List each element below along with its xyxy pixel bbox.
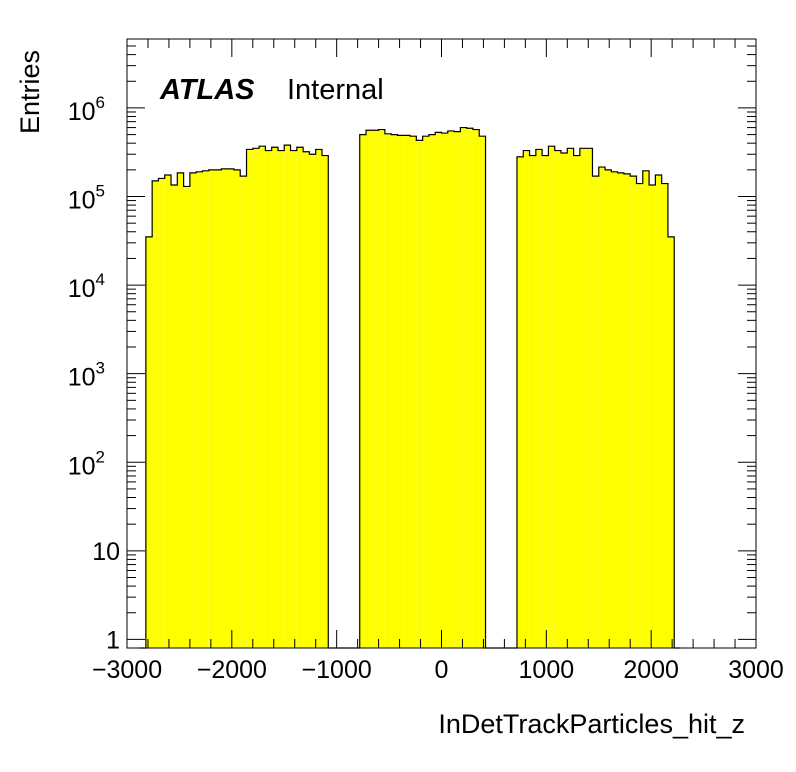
histogram-bin <box>447 130 455 649</box>
histogram-bin <box>208 169 216 649</box>
histogram-bin <box>189 172 197 648</box>
y-tick-label: 104 <box>68 270 105 303</box>
x-tick-label: −1000 <box>302 656 372 684</box>
histogram-bin <box>171 184 178 648</box>
histogram-bin <box>252 148 260 649</box>
histogram-bin <box>642 170 650 648</box>
histogram-bin <box>542 155 549 648</box>
histogram-bin <box>649 184 656 648</box>
histogram-bin <box>372 130 379 648</box>
histogram-bin <box>152 180 159 649</box>
histogram-bin <box>441 133 448 648</box>
histogram-bin <box>240 176 247 649</box>
histogram-bin <box>667 236 675 648</box>
histogram-bin <box>561 152 568 648</box>
histogram-bin <box>416 140 423 648</box>
y-tick-label: 102 <box>68 447 105 480</box>
histogram-bin <box>145 236 153 648</box>
histogram-bin <box>177 172 184 648</box>
x-tick-label: 3000 <box>728 656 784 684</box>
x-tick-labels: −3000 −2000 −1000 0 1000 2000 3000 <box>92 656 784 684</box>
histogram-bin <box>617 172 624 648</box>
y-tick-label: 105 <box>68 182 105 215</box>
histogram-bin <box>636 183 643 649</box>
histogram-bin <box>259 146 266 648</box>
internal-label: Internal <box>287 74 384 106</box>
histogram-bin <box>397 135 404 648</box>
atlas-label: ATLAS <box>159 74 255 106</box>
histogram-bin <box>567 148 574 649</box>
histogram-bin <box>233 169 241 649</box>
x-axis-title: InDetTrackParticles_hit_z <box>438 709 745 739</box>
histogram-bin <box>265 150 272 649</box>
histogram-bin <box>290 150 297 649</box>
histogram-bin <box>391 134 398 649</box>
y-tick-label: 106 <box>68 93 105 126</box>
y-tick-label: 1 <box>106 626 120 654</box>
x-tick-label: −3000 <box>92 656 162 684</box>
histogram-bin <box>523 150 530 649</box>
y-axis-title: Entries <box>15 50 45 134</box>
plot-frame <box>126 38 757 649</box>
histogram-bin <box>516 156 524 648</box>
histogram-bin <box>554 150 562 649</box>
histogram-bin <box>378 129 385 648</box>
histogram-bin <box>598 167 606 648</box>
histogram-bin <box>196 171 203 649</box>
histogram-bin <box>215 169 222 649</box>
histogram-bin <box>410 136 417 649</box>
histogram-bin <box>366 130 373 648</box>
histogram-bars <box>139 126 681 649</box>
histogram-bin <box>592 176 599 649</box>
histogram-bin <box>277 150 285 649</box>
histogram-bin <box>548 146 555 648</box>
histogram-outline <box>139 126 681 649</box>
x-tick-label: −2000 <box>197 656 267 684</box>
histogram-bin <box>605 169 612 649</box>
histogram-bin <box>227 168 234 648</box>
histogram-bin <box>303 151 310 648</box>
axis-ticks <box>126 38 757 648</box>
y-tick-label: 10 <box>92 538 120 566</box>
histogram-bin <box>246 149 253 648</box>
histogram-bin <box>466 128 473 648</box>
histogram-bin <box>655 174 662 648</box>
histogram-bin <box>221 168 228 648</box>
histogram-bin <box>284 145 291 648</box>
histogram-bin <box>579 148 587 649</box>
histogram-bin <box>384 133 392 648</box>
histogram-bin <box>422 136 429 649</box>
histogram-bin <box>661 183 668 649</box>
histogram-bin <box>586 148 593 649</box>
histogram-bin <box>359 134 367 649</box>
histogram-bin <box>428 134 436 649</box>
histogram-bin <box>623 173 631 648</box>
x-tick-label: 1000 <box>519 656 575 684</box>
histogram-bin <box>529 155 536 648</box>
histogram-bin <box>164 174 172 648</box>
histogram-bin <box>403 135 411 648</box>
histogram-bin <box>183 186 190 649</box>
histogram-bin <box>454 131 461 648</box>
histogram-bin <box>309 154 316 648</box>
histogram-bin <box>271 147 278 649</box>
x-tick-label: 0 <box>435 656 449 684</box>
histogram-bin <box>630 176 637 649</box>
histogram-bin <box>611 171 618 649</box>
histogram-bin <box>460 127 467 648</box>
histogram-bin <box>202 170 209 648</box>
histogram-bin <box>573 155 580 648</box>
histogram-bin <box>479 136 486 649</box>
x-tick-label: 2000 <box>623 656 679 684</box>
histogram-bin <box>296 147 304 649</box>
histogram-bin <box>158 178 165 648</box>
y-tick-label: 103 <box>68 359 105 392</box>
y-tick-labels: 1 10 102 103 104 105 106 <box>68 93 120 654</box>
histogram-bin <box>535 149 543 648</box>
histogram-bin <box>321 155 329 648</box>
histogram-bin <box>472 129 480 648</box>
histogram-bin <box>315 149 322 648</box>
histogram-bin <box>435 132 442 648</box>
